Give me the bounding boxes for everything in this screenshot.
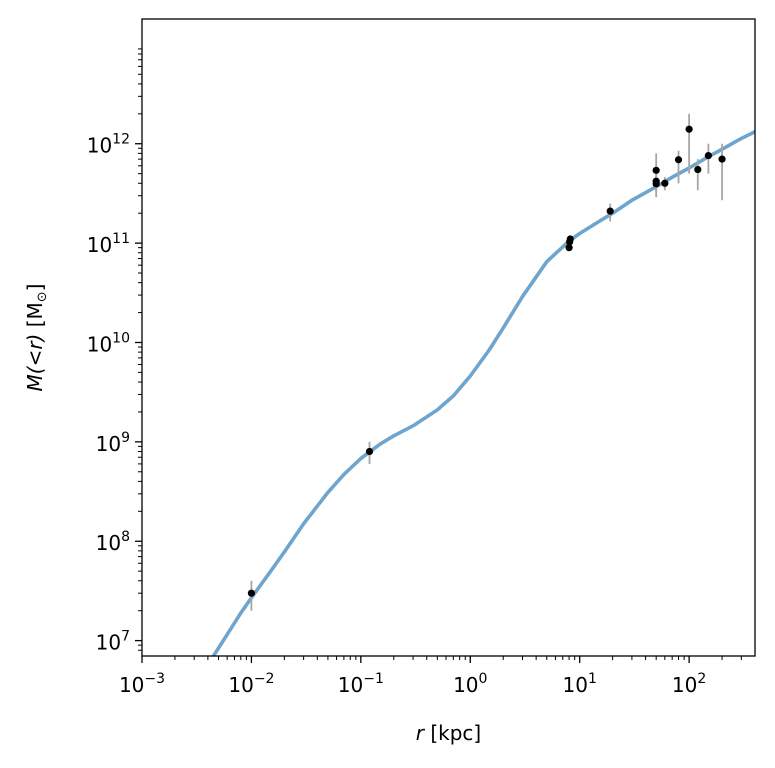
data-point xyxy=(685,125,693,133)
x-axis-label-var: r xyxy=(416,721,426,745)
y-tick-label: 1012 xyxy=(87,132,130,158)
data-point xyxy=(718,155,726,163)
y-axis-label-unit: [M xyxy=(23,302,47,333)
y-tick-label: 1010 xyxy=(87,330,130,356)
data-point xyxy=(674,156,683,164)
data-point xyxy=(661,179,669,187)
data-layer xyxy=(211,113,755,656)
y-axis-label-var: M xyxy=(23,374,47,391)
model-curve xyxy=(211,130,755,656)
x-tick-label: 100 xyxy=(453,671,487,697)
x-tick-label: 101 xyxy=(563,671,597,697)
data-point xyxy=(652,180,660,188)
x-tick-label: 10−2 xyxy=(228,671,274,697)
y-axis-label-unit-close: ] xyxy=(23,284,47,292)
data-point xyxy=(606,207,614,215)
data-point xyxy=(704,151,712,160)
y-tick-label: 107 xyxy=(96,629,130,655)
data-point xyxy=(565,244,573,252)
y-tick-label: 108 xyxy=(96,529,130,555)
data-point xyxy=(365,447,374,456)
y-axis-label-unit-sub: ⊙ xyxy=(35,291,50,302)
ticks-layer: 10−3 10−2 10−1 100 101 102 107 108 109 1010 1011 10… xyxy=(87,48,742,697)
y-axis-label-var2: (<r) xyxy=(23,334,47,375)
data-point xyxy=(247,589,256,597)
x-axis-label: r [kpc] xyxy=(416,721,481,745)
x-tick-label: 10−3 xyxy=(119,671,165,697)
plot-frame xyxy=(141,18,756,657)
data-point xyxy=(694,165,702,174)
data-point xyxy=(652,166,660,174)
y-axis-label: M(<r) [M⊙] xyxy=(23,284,50,392)
x-tick-label: 102 xyxy=(672,671,706,697)
x-axis-label-unit: [kpc] xyxy=(424,721,481,745)
y-tick-label: 1011 xyxy=(87,231,130,257)
data-point xyxy=(566,235,574,243)
y-tick-label: 109 xyxy=(96,430,130,456)
x-tick-label: 10−1 xyxy=(338,671,384,697)
